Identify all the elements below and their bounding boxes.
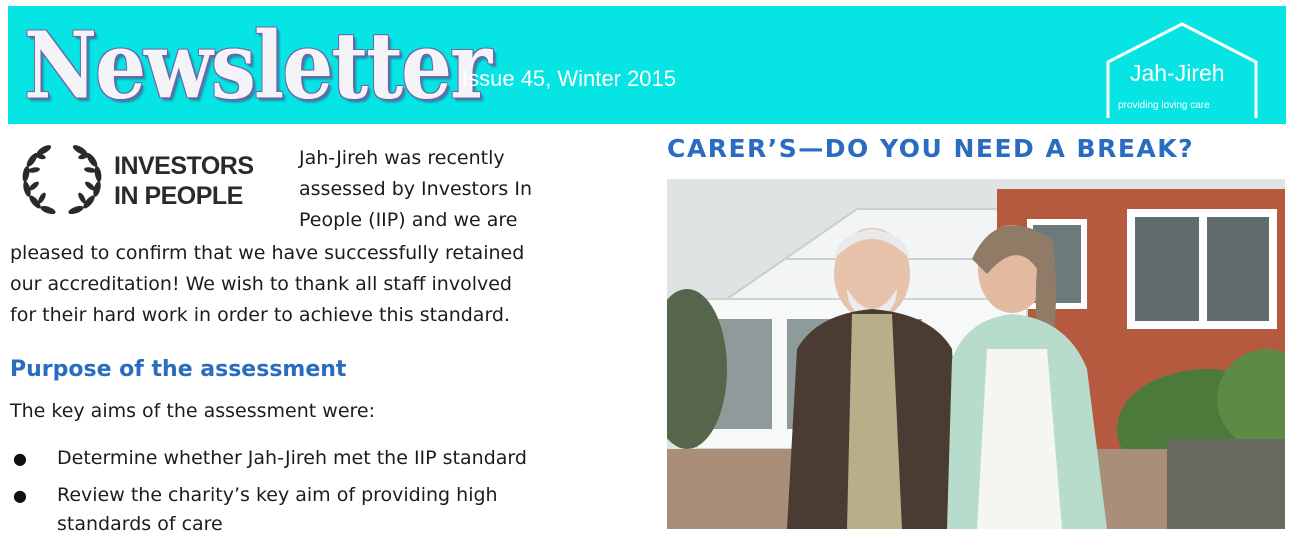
section-heading: Purpose of the assessment: [10, 357, 347, 382]
paragraph-line: pleased to confirm that we have successf…: [10, 242, 525, 264]
bullet-item-continuation: standards of care: [57, 513, 223, 535]
bullet-item: Review the charity’s key aim of providin…: [57, 484, 498, 506]
bullet-icon: ●: [13, 486, 27, 505]
paragraph-line: for their hard work in order to achieve …: [10, 304, 511, 326]
logo-name: Jah-Jireh: [1130, 60, 1225, 86]
intro-line: People (IIP) and we are: [299, 209, 518, 231]
iip-logo-line1: INVESTORS: [114, 152, 254, 180]
jah-jireh-logo: Jah-Jireh providing loving care: [1102, 16, 1262, 120]
bullet-item: Determine whether Jah-Jireh met the IIP …: [57, 447, 527, 469]
bullet-icon: ●: [13, 449, 27, 468]
carers-heading: CARER’S—DO YOU NEED A BREAK?: [667, 134, 1195, 163]
iip-logo-line2: IN PEOPLE: [114, 182, 243, 210]
house-outline-icon: [1106, 22, 1258, 118]
elderly-couple-photo-image: [667, 179, 1285, 529]
logo-tagline: providing loving care: [1118, 100, 1210, 111]
newsletter-banner: Newsletter Issue 45, Winter 2015 Jah-Jir…: [8, 6, 1286, 124]
paragraph-line: our accreditation! We wish to thank all …: [10, 273, 512, 295]
issue-label: Issue 45, Winter 2015: [462, 66, 677, 91]
investors-in-people-logo: INVESTORS IN PEOPLE: [18, 138, 280, 222]
elderly-couple-photo: [667, 179, 1285, 529]
intro-line: assessed by Investors In: [299, 178, 533, 200]
aims-intro: The key aims of the assessment were:: [10, 400, 375, 422]
intro-line: Jah-Jireh was recently: [299, 147, 505, 169]
newsletter-title: Newsletter: [24, 11, 492, 120]
laurel-wreath-icon: [22, 145, 102, 215]
